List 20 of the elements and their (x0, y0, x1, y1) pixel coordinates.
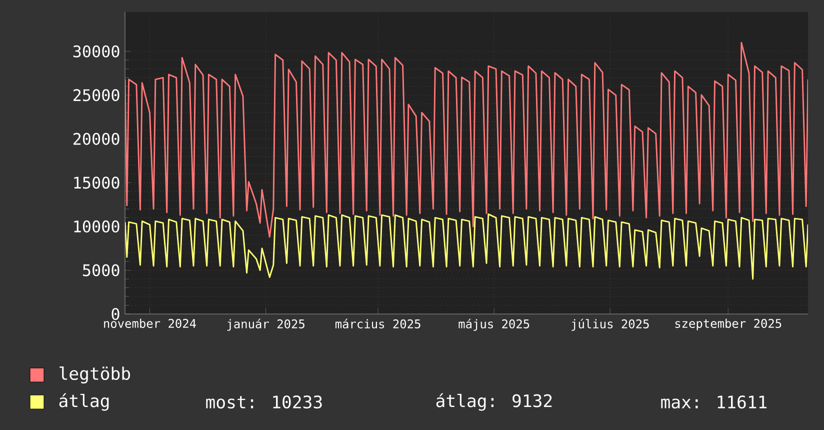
y-tick-label: 15000 (74, 176, 120, 189)
line-series (125, 213, 808, 280)
y-tick-label: 0 (112, 308, 120, 320)
x-tick-label: július 2025 (572, 318, 649, 331)
line-series (125, 42, 808, 238)
x-tick-label: november 2024 (104, 318, 196, 328)
y-tick-label: 20000 (74, 132, 120, 145)
text: max: 11611 (661, 395, 767, 409)
x-tick-label: március 2025 (335, 318, 420, 328)
x-tick-label: január 2025 (227, 318, 304, 331)
y-tick-label: 30000 (73, 45, 120, 58)
y-tick-label: 25000 (74, 89, 120, 102)
text: most: 10233 (206, 395, 322, 409)
legend-label: legtöbb (60, 366, 130, 384)
text: átlag: 9132 (436, 393, 552, 411)
y-tick-label: 5000 (83, 264, 120, 276)
x-tick-label: szeptember 2025 (675, 318, 782, 330)
x-tick-label: május 2025 (458, 318, 530, 331)
legend-label: átlag (59, 393, 109, 411)
y-tick-label: 10000 (74, 220, 120, 232)
